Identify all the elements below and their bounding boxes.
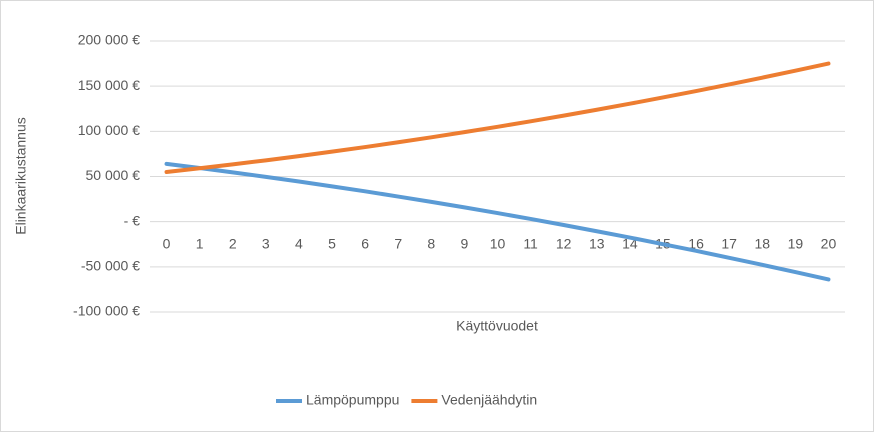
x-tick-label: 13: [589, 235, 605, 251]
x-tick-label: 18: [754, 235, 770, 251]
x-tick-label: 6: [361, 235, 369, 251]
y-tick-label: 200 000 €: [78, 32, 140, 48]
x-tick-label: 16: [688, 235, 704, 251]
x-tick-label: 17: [721, 235, 737, 251]
y-axis-title: Elinkaarikustannus: [13, 117, 29, 235]
y-tick-label: -100 000 €: [73, 303, 140, 319]
x-tick-label: 9: [461, 235, 469, 251]
y-tick-label: - €: [124, 212, 141, 228]
y-tick-label: 50 000 €: [86, 167, 141, 183]
x-tick-label: 20: [821, 235, 837, 251]
x-axis-title: Käyttövuodet: [456, 318, 538, 334]
x-tick-label: 0: [163, 235, 171, 251]
x-tick-label: 8: [427, 235, 435, 251]
x-tick-label: 11: [523, 235, 538, 251]
legend-label: Lämpöpumppu: [306, 392, 399, 408]
x-tick-label: 19: [788, 235, 804, 251]
x-tick-label: 3: [262, 235, 270, 251]
series-line: [164, 61, 831, 174]
x-tick-label: 10: [490, 235, 506, 251]
y-tick-label: 100 000 €: [78, 122, 140, 138]
x-tick-label: 7: [394, 235, 402, 251]
x-tick-label: 5: [328, 235, 336, 251]
legend-label: Vedenjäähdytin: [441, 392, 537, 408]
y-tick-label: 150 000 €: [78, 77, 140, 93]
x-tick-label: 1: [196, 235, 204, 251]
x-tick-label: 4: [295, 235, 303, 251]
series-line: [164, 161, 831, 282]
x-tick-label: 12: [556, 235, 572, 251]
x-tick-label: 2: [229, 235, 237, 251]
y-tick-label: -50 000 €: [81, 258, 140, 274]
